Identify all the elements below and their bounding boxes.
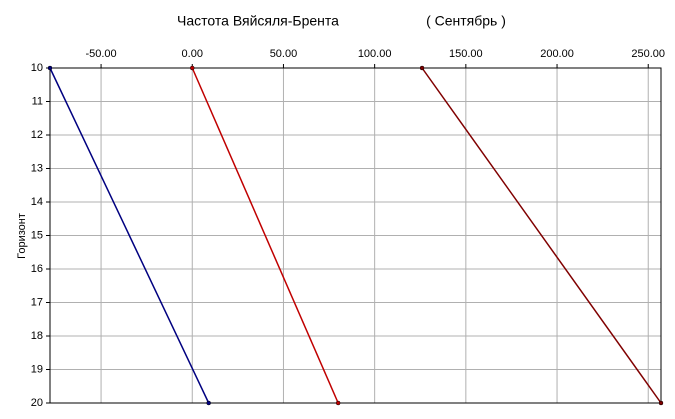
point bbox=[658, 400, 664, 406]
x-tick-label: 250.00 bbox=[631, 48, 665, 60]
series-line bbox=[191, 67, 339, 404]
y-tick-label: 12 bbox=[31, 129, 43, 141]
x-tick-label: 0.00 bbox=[182, 48, 203, 60]
y-axis-label: Горизонт bbox=[16, 213, 28, 259]
x-tick-label: 200.00 bbox=[540, 48, 574, 60]
point bbox=[206, 400, 211, 406]
y-tick-label: 17 bbox=[31, 296, 43, 308]
series-line bbox=[421, 67, 662, 404]
y-tick-label: 19 bbox=[31, 363, 43, 375]
point bbox=[335, 400, 341, 406]
plot-frame bbox=[49, 67, 662, 404]
y-tick-label: 16 bbox=[31, 263, 43, 275]
x-tick-label: 150.00 bbox=[449, 48, 483, 60]
x-tick-label: 100.00 bbox=[358, 48, 392, 60]
chart-title: Частота Вяйсяля-Брента bbox=[177, 13, 339, 29]
y-tick-label: 20 bbox=[31, 397, 43, 409]
point bbox=[190, 65, 195, 71]
x-tick-label: 50.00 bbox=[270, 48, 298, 60]
y-tick-label: 15 bbox=[31, 229, 43, 241]
series-line bbox=[49, 67, 210, 404]
chart-subtitle: ( Сентябрь ) bbox=[426, 13, 506, 29]
y-tick-label: 11 bbox=[32, 95, 43, 107]
y-tick-label: 14 bbox=[31, 196, 43, 208]
point bbox=[47, 65, 53, 71]
point bbox=[419, 65, 425, 71]
y-tick-label: 13 bbox=[31, 162, 43, 174]
x-tick-label: -50.00 bbox=[85, 48, 116, 60]
y-tick-label: 10 bbox=[31, 62, 43, 74]
y-tick-label: 18 bbox=[31, 330, 43, 342]
